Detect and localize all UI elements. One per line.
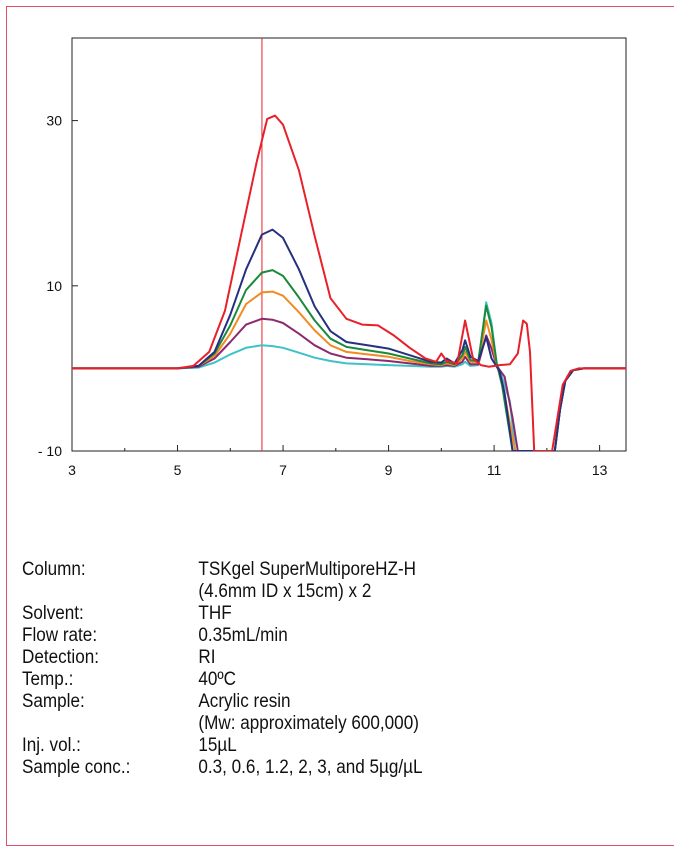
x-tick-label: 7 (279, 462, 287, 478)
condition-value: TSKgel SuperMultiporeHZ-H (4.6mm ID x 15c… (198, 559, 598, 603)
y-tick-label: 10 (46, 278, 62, 294)
condition-row: Flow rate: 0.35mL/min (22, 625, 598, 647)
condition-value-line: (Mw: approximately 600,000) (198, 713, 419, 734)
chromatogram-chart: - 10 10 30 3 5 7 9 11 13 (38, 37, 627, 478)
condition-value: RI (198, 647, 598, 669)
condition-row: Inj. vol.: 15µL (22, 735, 598, 757)
y-tick-label: 30 (46, 113, 62, 129)
condition-value-line: 0.3, 0.6, 1.2, 2, 3, and 5µg/µL (198, 757, 423, 778)
condition-label: Column: (22, 559, 86, 580)
series-line (72, 114, 626, 451)
series-line (72, 301, 626, 451)
condition-value: 40ºC (198, 669, 598, 691)
figure-frame (6, 6, 674, 846)
condition-value-line: 0.35mL/min (198, 625, 288, 646)
condition-value-line: RI (198, 647, 216, 668)
series-group (72, 114, 626, 451)
condition-row: Solvent: THF (22, 603, 598, 625)
condition-value-line: Acrylic resin (198, 691, 291, 712)
condition-row: Detection: RI (22, 647, 598, 669)
condition-value-line: 15µL (198, 735, 237, 756)
condition-value: THF (198, 603, 598, 625)
y-axis: - 10 10 30 (38, 113, 78, 459)
condition-row: Temp.: 40ºC (22, 669, 598, 691)
condition-value: 0.35mL/min (198, 625, 598, 647)
condition-row: Column: TSKgel SuperMultiporeHZ-H (4.6mm I… (22, 559, 598, 603)
condition-value-line: THF (198, 603, 232, 624)
x-tick-label: 9 (385, 462, 393, 478)
condition-value: 0.3, 0.6, 1.2, 2, 3, and 5µg/µL (198, 757, 598, 779)
condition-value-line: (4.6mm ID x 15cm) x 2 (198, 581, 372, 602)
series-line (72, 317, 626, 451)
x-axis: 3 5 7 9 11 13 (68, 445, 608, 478)
condition-label: Inj. vol.: (22, 735, 81, 756)
condition-value-line: 40ºC (198, 669, 237, 690)
condition-label: Sample conc.: (22, 757, 131, 778)
x-tick-label: 5 (174, 462, 182, 478)
condition-row: Sample: Acrylic resin (Mw: approximately 6… (22, 691, 598, 735)
series-line (72, 269, 626, 451)
condition-label: Detection: (22, 647, 99, 668)
condition-label: Solvent: (22, 603, 84, 624)
condition-row: Sample conc.: 0.3, 0.6, 1.2, 2, 3, and 5µ… (22, 757, 598, 779)
series-line (72, 290, 626, 451)
plot-area-frame (71, 37, 627, 452)
condition-label: Flow rate: (22, 625, 98, 646)
condition-value: Acrylic resin (Mw: approximately 600,000) (198, 691, 598, 735)
condition-label: Temp.: (22, 669, 74, 690)
x-tick-label: 11 (487, 462, 502, 478)
condition-value-line: TSKgel SuperMultiporeHZ-H (198, 559, 417, 580)
series-line (72, 228, 626, 451)
y-tick-label: - 10 (38, 443, 62, 459)
condition-value: 15µL (198, 735, 598, 757)
x-tick-label: 3 (68, 462, 76, 478)
analysis-conditions: Column: TSKgel SuperMultiporeHZ-H (4.6mm I… (22, 559, 598, 779)
x-tick-label: 13 (592, 462, 608, 478)
condition-label: Sample: (22, 691, 85, 712)
